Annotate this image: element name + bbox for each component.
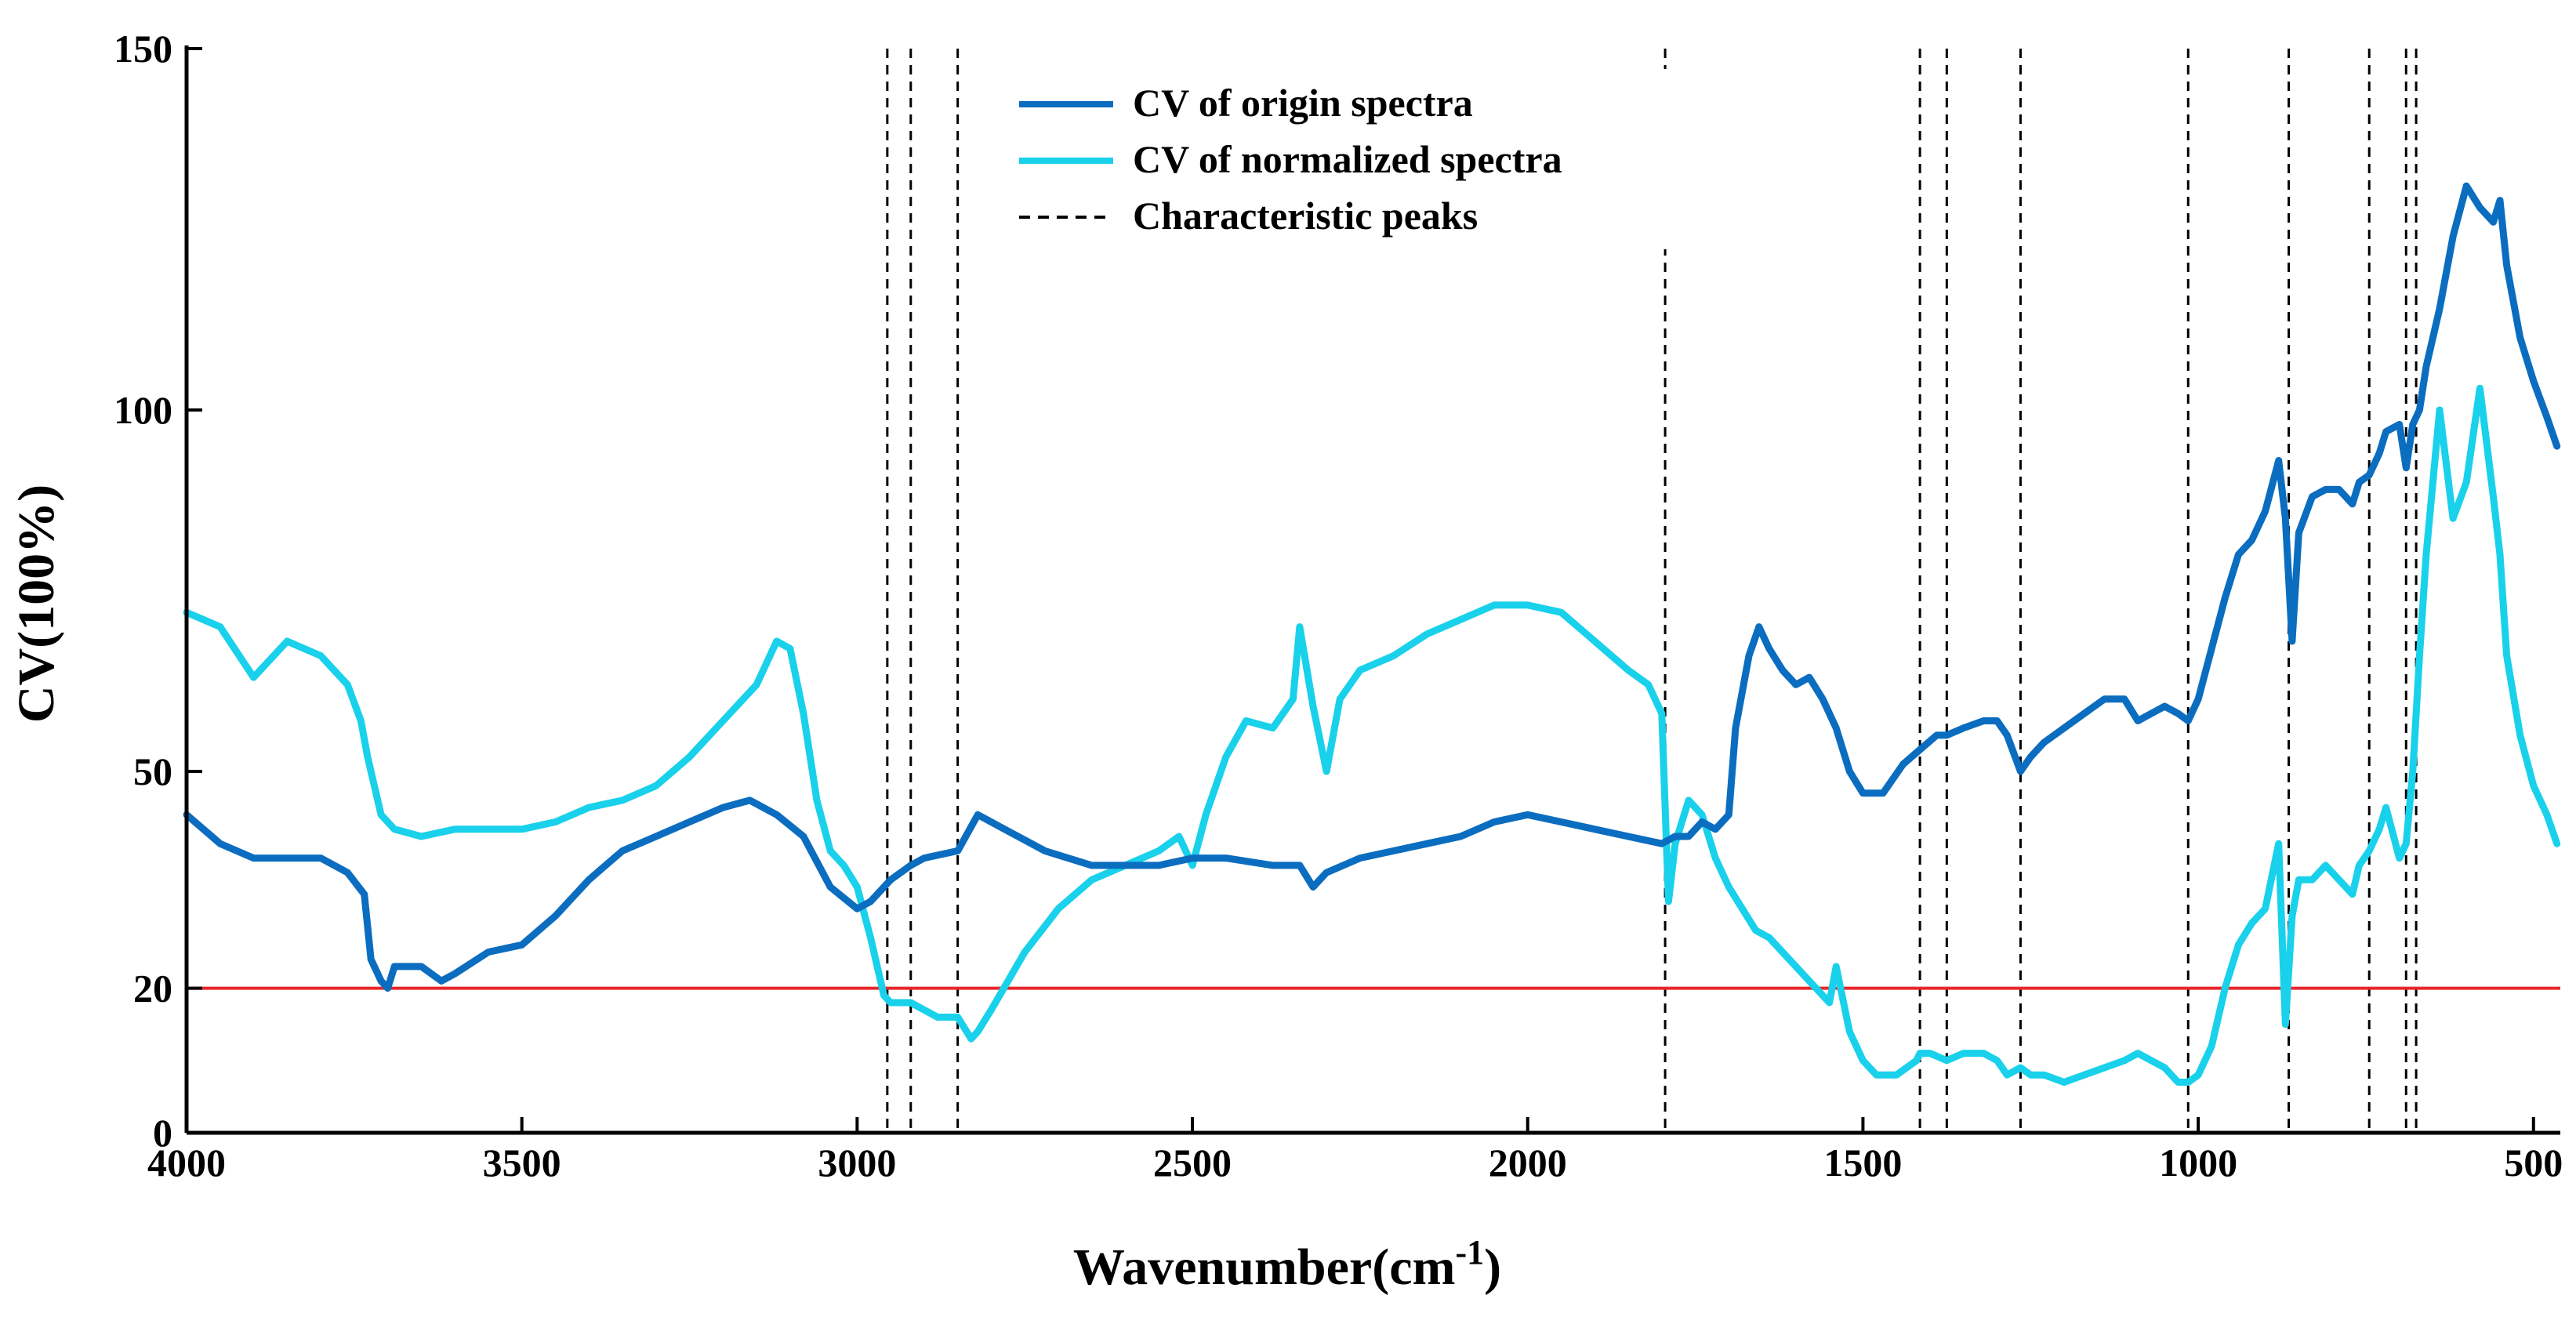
legend-label-origin: CV of origin spectra bbox=[1133, 81, 1473, 125]
x-tick-label-3000: 3000 bbox=[818, 1141, 896, 1185]
axes bbox=[184, 45, 2560, 1135]
x-tick-label-3500: 3500 bbox=[483, 1141, 561, 1185]
series-line-origin bbox=[183, 182, 2561, 992]
legend-label-peaks: Characteristic peaks bbox=[1133, 194, 1478, 238]
y-tick-label-0: 0 bbox=[153, 1111, 172, 1155]
x-tick-label-2000: 2000 bbox=[1489, 1141, 1567, 1185]
y-axis-title: CV(100%) bbox=[8, 484, 65, 723]
x-axis-title-suffix: ) bbox=[1484, 1239, 1501, 1296]
x-tick-label-500: 500 bbox=[2504, 1141, 2563, 1185]
x-axis-title-main: Wavenumber(cm bbox=[1073, 1239, 1456, 1296]
y-tick-label-50: 50 bbox=[133, 749, 172, 793]
series-line-normalized bbox=[183, 384, 2561, 1086]
legend-label-normalized: CV of normalized spectra bbox=[1133, 137, 1562, 181]
y-tick-label-20: 20 bbox=[133, 967, 172, 1010]
x-tick-label-2500: 2500 bbox=[1153, 1141, 1232, 1185]
series-lines bbox=[183, 182, 2561, 1086]
axis-ticks: 4000 3500 3000 2500 2000 1500 1000 500 0 20 50 100 1… bbox=[114, 27, 2563, 1185]
x-axis-title: Wavenumber(cm-1) bbox=[1073, 1233, 1501, 1296]
x-axis-title-superscript: -1 bbox=[1455, 1233, 1484, 1272]
x-tick-label-4000: 4000 bbox=[147, 1141, 226, 1185]
x-tick-label-1500: 1500 bbox=[1823, 1141, 1902, 1185]
x-tick-label-1000: 1000 bbox=[2159, 1141, 2237, 1185]
y-tick-label-150: 150 bbox=[114, 27, 172, 71]
y-tick-label-100: 100 bbox=[114, 388, 172, 432]
legend-background bbox=[996, 69, 1717, 249]
legend: CV of origin spectra CV of normalized sp… bbox=[996, 69, 1717, 249]
